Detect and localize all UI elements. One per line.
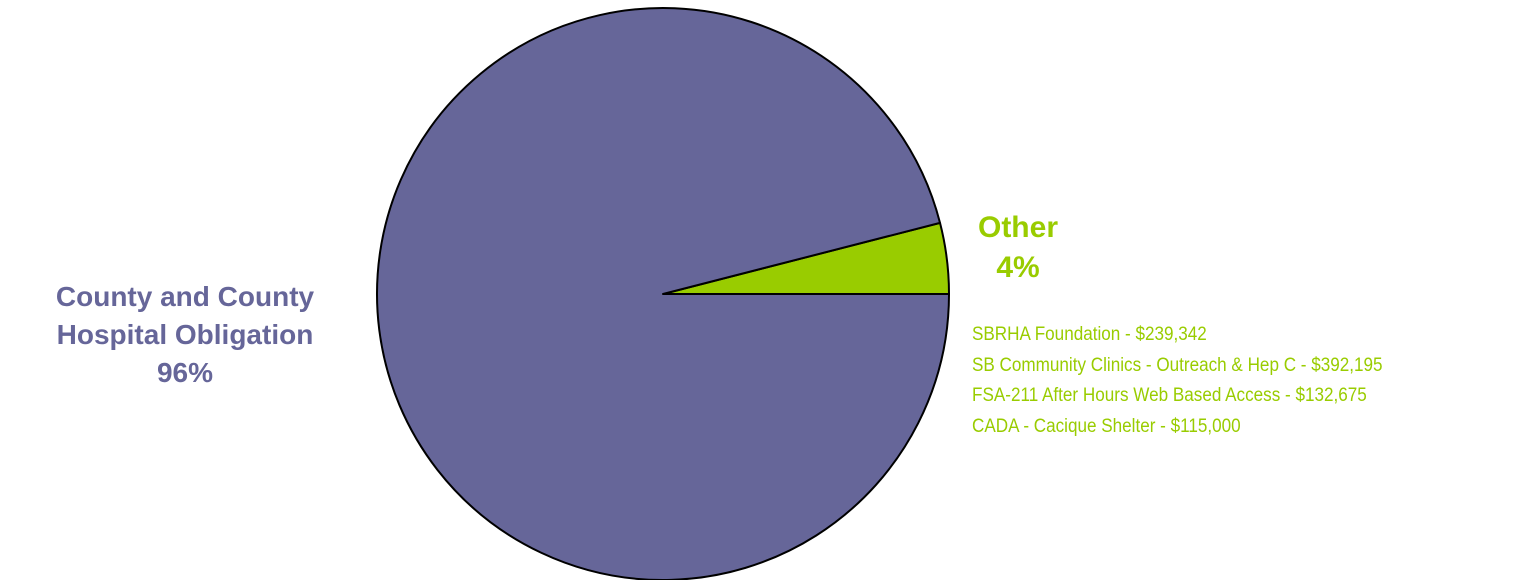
breakdown-item: SBRHA Foundation - $239,342 xyxy=(972,324,1207,345)
breakdown-item: FSA-211 After Hours Web Based Access - $… xyxy=(972,385,1367,406)
pie-slice-county xyxy=(376,7,950,580)
breakdown-item: SB Community Clinics - Outreach & Hep C … xyxy=(972,354,1383,376)
slice-label-other: Other 4% xyxy=(958,208,1078,288)
slice-label-county-line1: County and County xyxy=(55,281,315,312)
breakdown-item: CADA - Cacique Shelter - $115,000 xyxy=(972,415,1241,437)
other-breakdown-list: SBRHA Foundation - $239,342 SB Community… xyxy=(972,320,1428,442)
slice-label-other-line1: Other xyxy=(977,211,1058,244)
slice-label-county-line2: Hospital Obligation xyxy=(56,319,314,350)
slice-label-county: County and County Hospital Obligation 96… xyxy=(0,278,370,392)
slice-percent-county: 96% xyxy=(156,357,214,388)
slice-percent-other: 4% xyxy=(996,251,1040,284)
